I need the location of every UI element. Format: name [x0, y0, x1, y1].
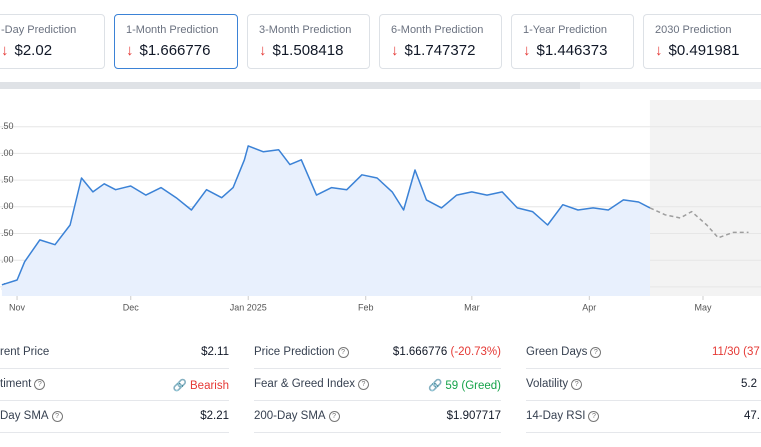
- stat-label-text: timent: [0, 378, 32, 390]
- card-title: 2030 Prediction: [655, 24, 732, 36]
- stat-row: Green Days? 11/30 (37: [526, 336, 761, 368]
- card-value-text: $2.02: [14, 42, 53, 59]
- stat-value: 5.2: [741, 378, 757, 390]
- stat-value: 🔗 59 (Greed): [428, 380, 501, 392]
- card-value: ↓ $1.508418: [259, 42, 344, 59]
- card-value-text: $1.747372: [404, 42, 476, 59]
- stat-label-text: 200-Day SMA: [254, 410, 326, 422]
- stat-change: (-20.73%): [450, 346, 502, 358]
- stat-label: 14-Day RSI?: [526, 410, 600, 422]
- card-title: 1-Year Prediction: [523, 24, 607, 36]
- y-tick-label: .00: [1, 201, 14, 211]
- card-title: -Day Prediction: [1, 24, 77, 36]
- stat-label: timent?: [0, 378, 46, 390]
- price-area: [1, 145, 650, 296]
- stat-value: $1.666776 (-20.73%): [393, 346, 501, 358]
- stat-value-text: $1.666776: [392, 346, 448, 358]
- row-separator: [0, 432, 229, 433]
- row-separator: [254, 368, 501, 369]
- row-separator: [0, 400, 229, 401]
- row-separator: [0, 368, 229, 369]
- stat-row: Volatility? 5.2: [526, 368, 761, 400]
- price-chart: .50.00.50.00.50.00.50NovDecJan 2025FebMa…: [0, 82, 761, 312]
- card-value-text: $1.446373: [536, 42, 608, 59]
- card-value: ↓ $1.666776: [126, 42, 211, 59]
- card-title: 6-Month Prediction: [391, 24, 484, 36]
- stat-label: Day SMA?: [0, 410, 63, 422]
- prediction-card[interactable]: 1-Year Prediction ↓ $1.446373: [511, 14, 634, 69]
- stat-label-text: Fear & Greed Index: [254, 378, 355, 390]
- y-tick-label: .00: [1, 255, 14, 265]
- x-tick-label: Nov: [9, 302, 26, 312]
- card-value-text: $0.491981: [668, 42, 740, 59]
- prediction-card[interactable]: 3-Month Prediction ↓ $1.508418: [247, 14, 370, 69]
- prediction-card[interactable]: 6-Month Prediction ↓ $1.747372: [379, 14, 502, 69]
- x-tick-label: Apr: [582, 302, 596, 312]
- stat-label: rent Price: [0, 346, 50, 358]
- stat-row: Day SMA? $2.21: [0, 400, 229, 432]
- row-separator: [254, 400, 501, 401]
- stat-label-text: Volatility: [526, 378, 569, 390]
- prediction-card[interactable]: -Day Prediction ↓ $2.02: [0, 14, 105, 69]
- x-tick-label: Jan 2025: [230, 302, 267, 312]
- y-tick-label: .50: [1, 228, 14, 238]
- row-separator: [526, 432, 761, 433]
- x-tick-label: Mar: [464, 302, 480, 312]
- stat-row: Price Prediction? $1.666776 (-20.73%): [254, 336, 501, 368]
- stat-value: 47.: [744, 410, 760, 422]
- x-tick-label: Feb: [358, 302, 374, 312]
- stat-label: Volatility?: [526, 378, 583, 390]
- prediction-card[interactable]: 2030 Prediction ↓ $0.491981: [643, 14, 761, 69]
- stat-label-text: Green Days: [526, 346, 588, 358]
- stat-label-text: Price Prediction: [254, 346, 335, 358]
- y-tick-label: .50: [1, 174, 14, 184]
- stat-value: 🔗 Bearish: [172, 380, 229, 392]
- stat-label: Price Prediction?: [254, 346, 349, 358]
- card-value: ↓ $0.491981: [655, 42, 740, 59]
- prediction-card[interactable]: 1-Month Prediction ↓ $1.666776: [114, 14, 238, 69]
- card-title: 1-Month Prediction: [126, 24, 219, 36]
- card-value: ↓ $2.02: [1, 42, 53, 59]
- stat-label-text: 14-Day RSI: [526, 410, 586, 422]
- forecast-region: [649, 100, 761, 296]
- card-value: ↓ $1.747372: [391, 42, 476, 59]
- stat-row: Fear & Greed Index? 🔗 59 (Greed): [254, 368, 501, 400]
- stat-value: $2.21: [200, 410, 229, 422]
- scroll-thumb[interactable]: [0, 82, 580, 89]
- row-separator: [254, 432, 501, 433]
- card-title: 3-Month Prediction: [259, 24, 352, 36]
- stat-label: Fear & Greed Index?: [254, 378, 369, 390]
- stat-row: 200-Day SMA? $1.907717: [254, 400, 501, 432]
- card-value-text: $1.666776: [139, 42, 211, 59]
- stat-value-text: 59 (Greed): [445, 380, 501, 392]
- stat-value: $1.907717: [446, 410, 501, 422]
- row-separator: [526, 400, 761, 401]
- stat-row: timent? 🔗 Bearish: [0, 368, 229, 400]
- card-value: ↓ $1.446373: [523, 42, 608, 59]
- stat-value: $2.11: [201, 346, 229, 358]
- card-value-text: $1.508418: [272, 42, 344, 59]
- row-separator: [526, 368, 761, 369]
- stat-value-text: Bearish: [190, 380, 229, 392]
- stat-label: Green Days?: [526, 346, 602, 358]
- x-tick-label: Dec: [123, 302, 140, 312]
- y-tick-label: .00: [1, 148, 14, 158]
- stat-label-text: Day SMA: [0, 410, 49, 422]
- x-tick-label: May: [695, 302, 713, 312]
- price-line: [1, 145, 651, 286]
- stat-row: rent Price $2.11: [0, 336, 229, 368]
- stat-row: 14-Day RSI? 47.: [526, 400, 761, 432]
- y-tick-label: .50: [1, 121, 14, 131]
- stat-label: 200-Day SMA?: [254, 410, 340, 422]
- stat-value: 11/30 (37: [712, 346, 760, 358]
